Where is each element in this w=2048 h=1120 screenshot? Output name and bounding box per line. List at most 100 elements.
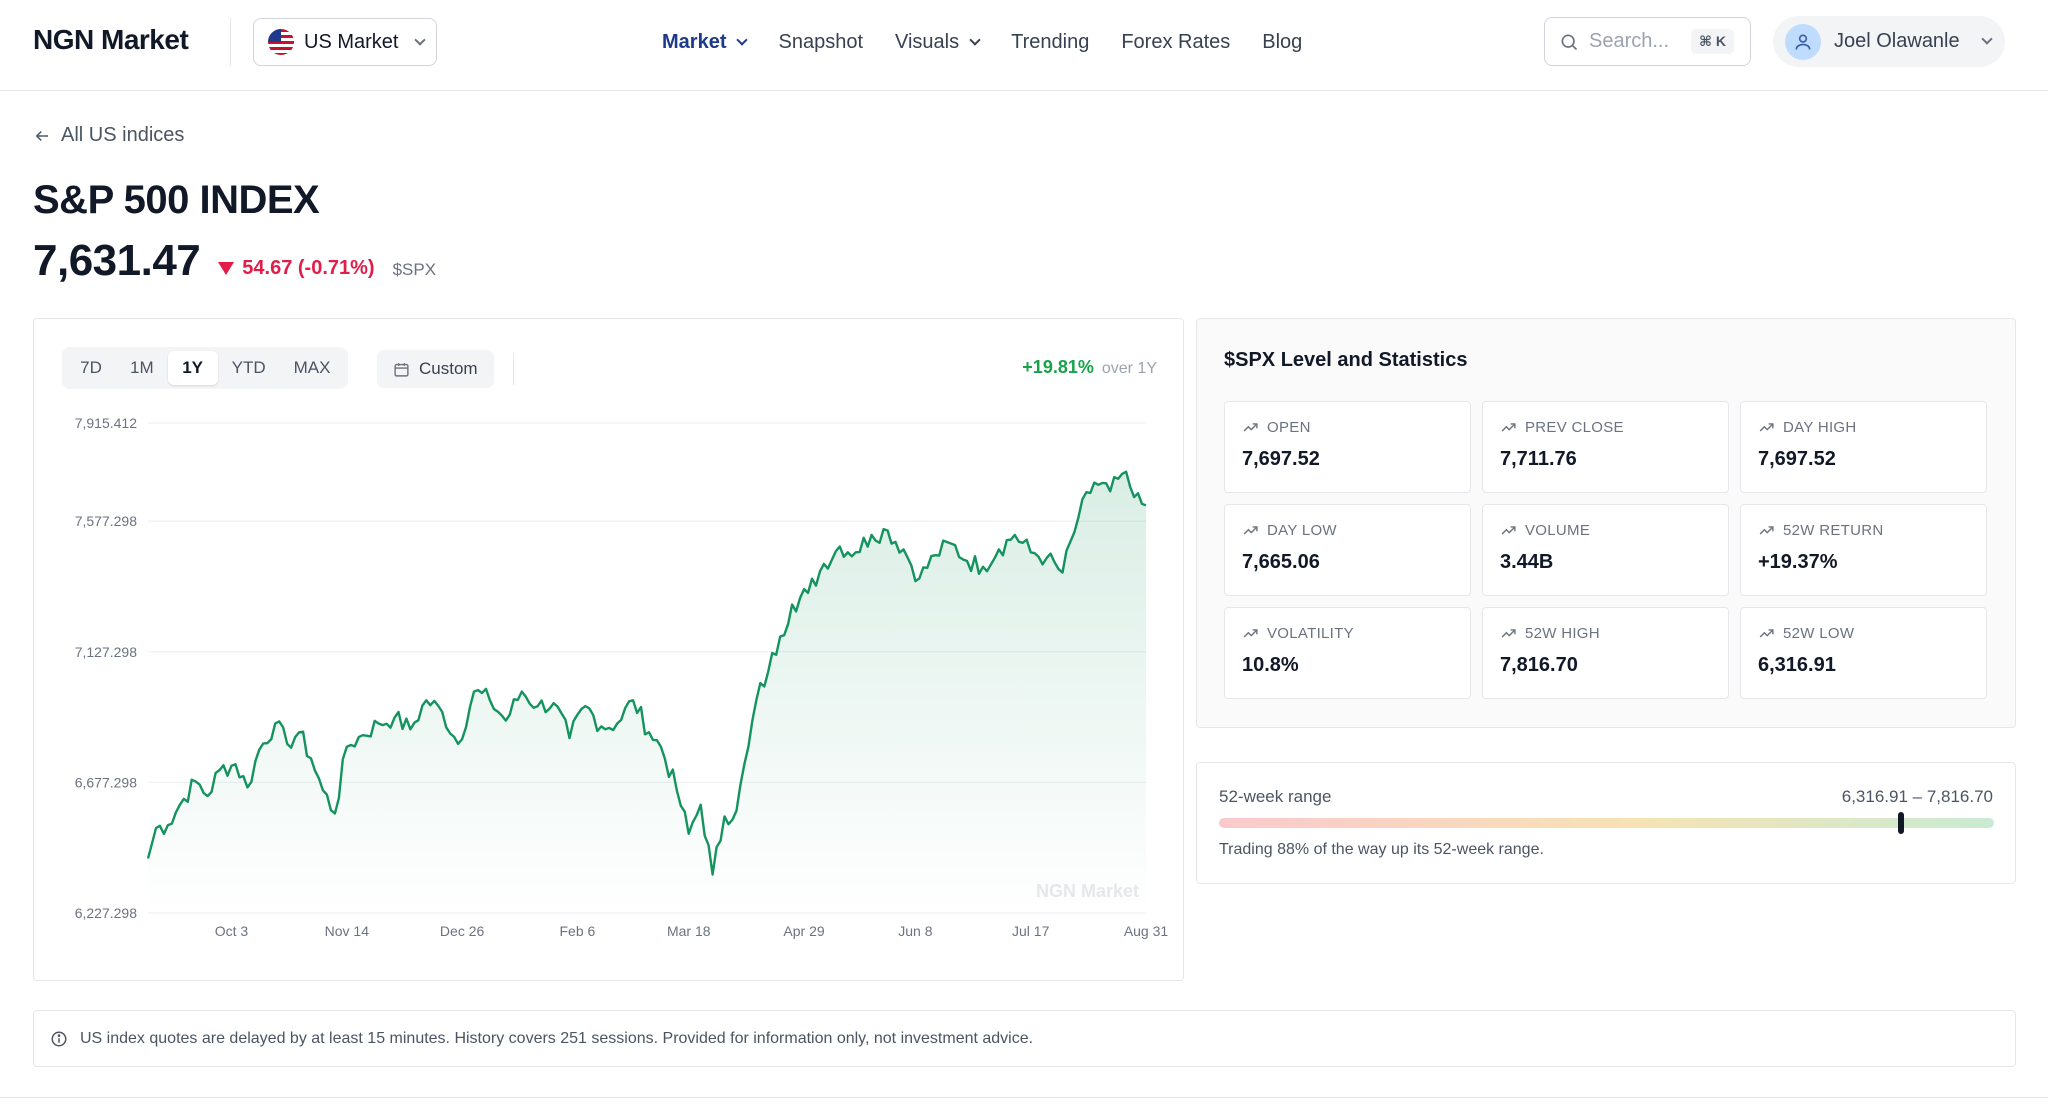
price-line xyxy=(146,470,1147,876)
arrow-left-icon xyxy=(35,130,48,141)
stat-label: 52W LOW xyxy=(1758,625,1969,642)
stat-value: 6,316.91 xyxy=(1758,654,1836,676)
nav-item-label: Market xyxy=(662,30,727,53)
stat-label: DAY LOW xyxy=(1242,522,1453,539)
range-values: 6,316.91 – 7,816.70 xyxy=(1841,787,1993,806)
stats-grid: OPEN 7,697.52 PREV CLOSE 7,711.76 DAY HIGH 7,… xyxy=(1224,401,1987,699)
stat-prev-close: PREV CLOSE 7,711.76 xyxy=(1482,401,1729,493)
stat-value: 7,697.52 xyxy=(1242,448,1320,470)
x-tick-label: Nov 14 xyxy=(325,923,370,939)
x-tick-label: Oct 3 xyxy=(215,923,249,939)
stat-value: 10.8% xyxy=(1242,654,1299,676)
stat-52w-return: 52W RETURN +19.37% xyxy=(1740,504,1987,596)
period-tab-1y[interactable]: 1Y xyxy=(167,351,218,385)
trending-up-icon xyxy=(1243,423,1258,432)
stats-card: $SPX Level and Statistics OPEN 7,697.52 PR… xyxy=(1196,318,2016,728)
stat-label-text: VOLUME xyxy=(1525,522,1591,539)
back-link-label: All US indices xyxy=(61,124,185,146)
stat-label-text: PREV CLOSE xyxy=(1525,419,1624,436)
nav-item-trending[interactable]: Trending xyxy=(1011,27,1089,57)
search-shortcut: ⌘ K xyxy=(1691,29,1734,54)
chevron-down-icon xyxy=(969,33,981,46)
stat-value: 7,665.06 xyxy=(1242,551,1320,573)
price-row: 7,631.47 54.67 (-0.71%) $SPX xyxy=(33,236,436,286)
x-tick-label: Dec 26 xyxy=(440,923,485,939)
stat-label-text: DAY HIGH xyxy=(1783,419,1857,436)
stat-day-low: DAY LOW 7,665.06 xyxy=(1224,504,1471,596)
stat-label-text: 52W HIGH xyxy=(1525,625,1600,642)
stat-label: 52W RETURN xyxy=(1758,522,1969,539)
y-tick-label: 7,127.298 xyxy=(75,644,137,660)
page-title: S&P 500 INDEX xyxy=(33,178,320,222)
price-area xyxy=(148,471,1146,913)
nav-item-snapshot[interactable]: Snapshot xyxy=(778,27,863,57)
y-tick-label: 7,915.412 xyxy=(75,415,137,431)
stats-title: $SPX Level and Statistics xyxy=(1224,349,1468,371)
x-tick-label: Jul 17 xyxy=(1012,923,1050,939)
x-tick-label: Feb 6 xyxy=(560,923,596,939)
chevron-down-icon xyxy=(736,33,749,46)
controls-divider xyxy=(513,353,514,385)
market-select-label: US Market xyxy=(304,30,399,53)
price-change-value: 54.67 (-0.71%) xyxy=(242,257,375,279)
custom-range-button[interactable]: Custom xyxy=(377,350,494,388)
chart-card: 7D 1M 1Y YTD MAX Custom +19.81% over 1Y NGN … xyxy=(33,318,1184,981)
stat-open: OPEN 7,697.52 xyxy=(1224,401,1471,493)
range-marker xyxy=(1898,812,1904,834)
range-note: Trading 88% of the way up its 52-week ra… xyxy=(1219,841,1544,858)
search-input[interactable]: Search... ⌘ K xyxy=(1544,17,1751,66)
current-price: 7,631.47 xyxy=(33,236,201,285)
nav-item-visuals[interactable]: Visuals xyxy=(895,27,981,57)
range-bar xyxy=(1219,812,1994,834)
stat-value: 3.44B xyxy=(1500,551,1554,573)
x-tick-label: Jun 8 xyxy=(898,923,932,939)
stat-label-text: 52W LOW xyxy=(1783,625,1855,642)
nav-item-label: Trending xyxy=(1011,30,1090,53)
disclaimer: US index quotes are delayed by at least … xyxy=(33,1010,2016,1067)
logo[interactable]: NGN Market xyxy=(33,24,189,55)
trending-up-icon xyxy=(1501,629,1516,638)
search-placeholder: Search... xyxy=(1589,30,1670,52)
range-card: 52-week range 6,316.91 – 7,816.70 Tradin… xyxy=(1196,762,2016,884)
period-tab-1m[interactable]: 1M xyxy=(130,358,154,377)
nav-item-forex-rates[interactable]: Forex Rates xyxy=(1121,27,1230,57)
main-nav: Market Snapshot Visuals Trending Forex Rates… xyxy=(662,27,1302,57)
period-tab-max[interactable]: MAX xyxy=(293,358,331,377)
stat-value: 7,816.70 xyxy=(1500,654,1578,676)
stat-value: +19.37% xyxy=(1758,551,1838,573)
stat-52w-high: 52W HIGH 7,816.70 xyxy=(1482,607,1729,699)
nav-item-market[interactable]: Market xyxy=(662,27,749,57)
chevron-down-icon xyxy=(1980,33,1993,45)
period-tab-ytd[interactable]: YTD xyxy=(231,358,266,377)
nav-item-label: Snapshot xyxy=(778,30,863,53)
market-select[interactable]: US Market xyxy=(253,18,437,66)
y-tick-label: 6,227.298 xyxy=(75,905,137,921)
stat-label: VOLUME xyxy=(1500,522,1711,539)
performance-summary: +19.81% over 1Y xyxy=(1022,357,1157,378)
nav-item-label: Blog xyxy=(1262,30,1303,53)
down-triangle-icon xyxy=(218,262,235,275)
trending-up-icon xyxy=(1243,629,1258,638)
price-change: 54.67 (-0.71%) xyxy=(218,257,375,280)
performance-value: +19.81% xyxy=(1022,357,1094,377)
trending-up-icon xyxy=(1759,423,1774,432)
price-chart[interactable]: NGN Market 7,915.412 7,577.298 7,127.298 6,… xyxy=(34,319,1185,982)
ticker-symbol: $SPX xyxy=(392,260,437,279)
back-link[interactable]: All US indices xyxy=(33,124,184,147)
y-tick-label: 6,677.298 xyxy=(75,774,137,790)
stat-value: 7,697.52 xyxy=(1758,448,1836,470)
us-flag-icon xyxy=(268,29,294,55)
user-menu[interactable]: Joel Olawanle xyxy=(1773,16,2005,67)
stat-volume: VOLUME 3.44B xyxy=(1482,504,1729,596)
stat-label: 52W HIGH xyxy=(1500,625,1711,642)
period-tab-7d[interactable]: 7D xyxy=(80,358,102,377)
stat-label: DAY HIGH xyxy=(1758,419,1969,436)
x-tick-label: Aug 31 xyxy=(1124,923,1169,939)
stat-label-text: VOLATILITY xyxy=(1267,625,1354,642)
trending-up-icon xyxy=(1243,526,1258,535)
disclaimer-text: US index quotes are delayed by at least … xyxy=(80,1029,1034,1047)
stat-day-high: DAY HIGH 7,697.52 xyxy=(1740,401,1987,493)
top-header: NGN Market US Market Market Snapshot Visua… xyxy=(0,0,2048,91)
search-icon xyxy=(1561,34,1578,50)
nav-item-blog[interactable]: Blog xyxy=(1262,27,1302,57)
